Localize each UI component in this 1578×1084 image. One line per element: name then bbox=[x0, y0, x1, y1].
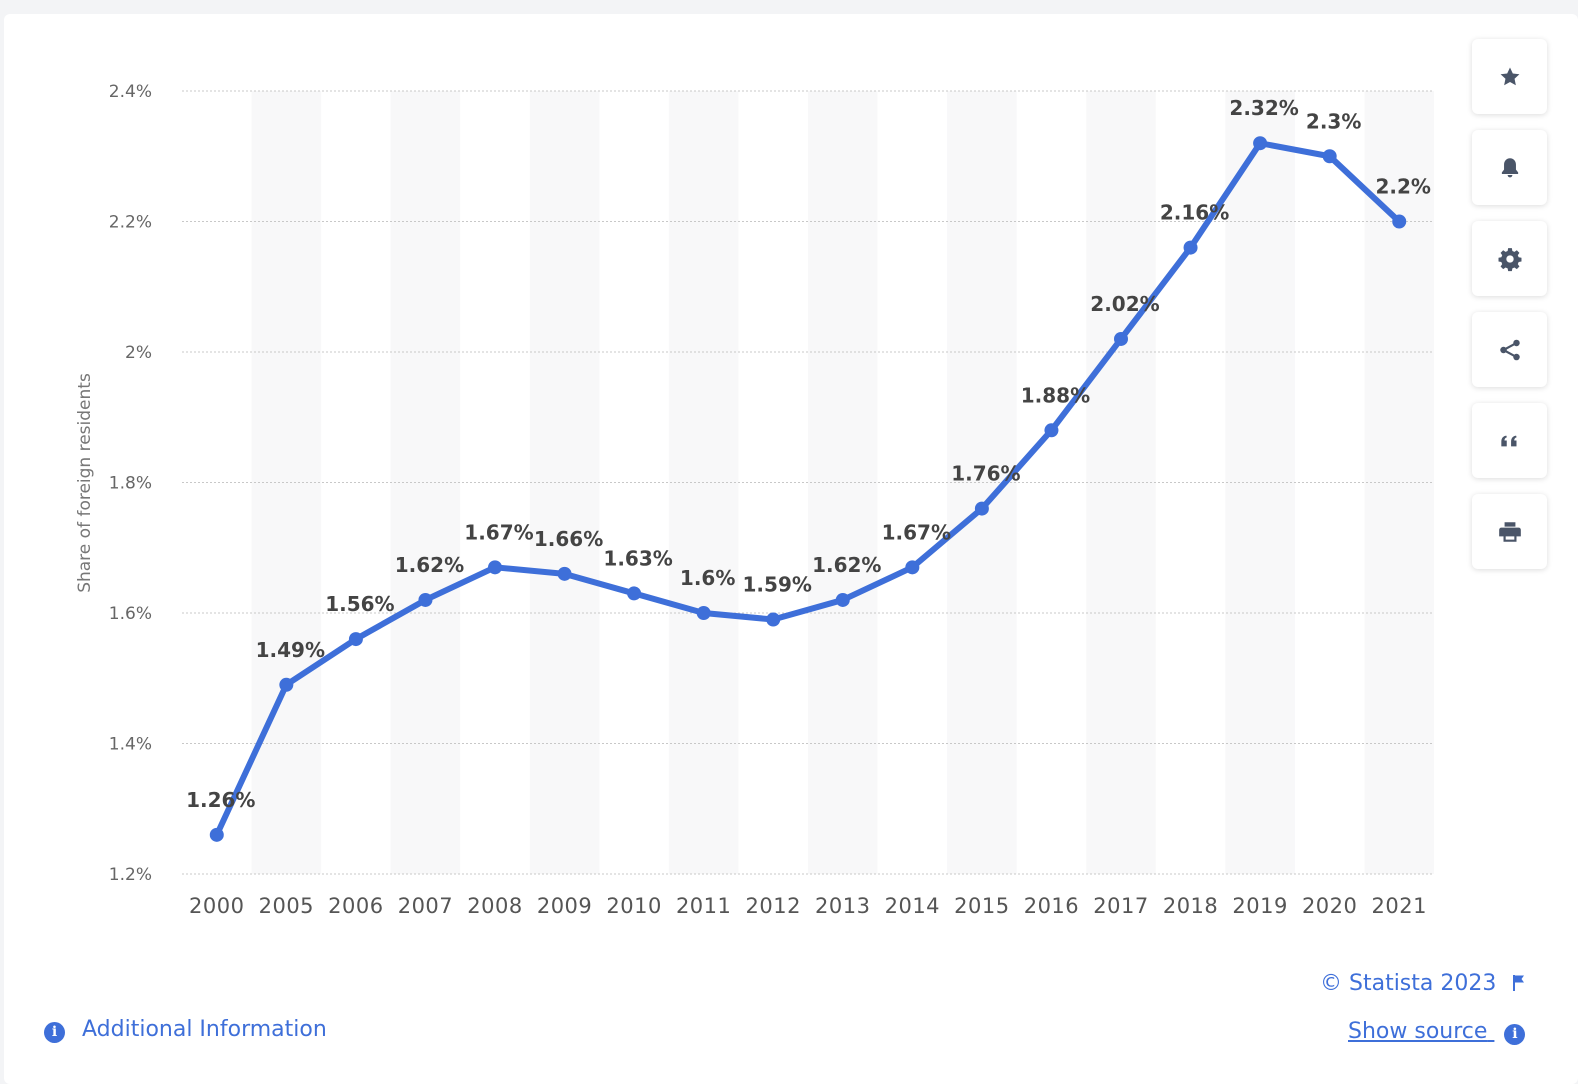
x-tick-label: 2013 bbox=[815, 894, 870, 918]
data-label: 2.3% bbox=[1306, 109, 1361, 133]
y-tick-label: 2% bbox=[125, 343, 152, 363]
chart-card: 1.2% 1.4% 1.6% 1.8% 2% 2.2% 2.4% 2000 2005 2006 2… bbox=[4, 14, 1578, 1084]
data-point[interactable] bbox=[905, 560, 920, 575]
share-button[interactable] bbox=[1472, 312, 1547, 387]
print-icon bbox=[1498, 521, 1521, 542]
data-label: 2.2% bbox=[1375, 175, 1430, 199]
data-point[interactable] bbox=[1183, 240, 1198, 255]
x-tick-label: 2006 bbox=[328, 894, 383, 918]
flag-icon bbox=[1513, 975, 1525, 991]
y-axis-label: Share of foreign residents bbox=[75, 373, 95, 593]
show-source-label: Show source bbox=[1348, 1019, 1488, 1044]
y-tick-label: 1.8% bbox=[109, 474, 152, 494]
x-tick-label: 2010 bbox=[606, 894, 661, 918]
data-label: 1.67% bbox=[882, 520, 951, 544]
data-label: 1.62% bbox=[395, 553, 464, 577]
x-tick-label: 2005 bbox=[259, 894, 314, 918]
x-tick-label: 2015 bbox=[954, 894, 1009, 918]
data-label: 2.32% bbox=[1229, 96, 1298, 120]
additional-information-label: Additional Information bbox=[82, 1017, 327, 1042]
copyright-text: © Statista 2023 bbox=[1320, 971, 1497, 996]
data-label: 1.59% bbox=[743, 573, 812, 597]
data-label: 1.63% bbox=[603, 546, 672, 570]
data-point[interactable] bbox=[1114, 331, 1128, 346]
x-tick-label: 2021 bbox=[1371, 894, 1426, 918]
x-tick-label: 2019 bbox=[1232, 894, 1287, 918]
x-tick-label: 2018 bbox=[1163, 894, 1218, 918]
series-line bbox=[213, 140, 1403, 838]
data-label: 1.76% bbox=[951, 462, 1020, 486]
quote-icon bbox=[1500, 435, 1517, 446]
settings-button[interactable] bbox=[1472, 221, 1547, 296]
copyright-link[interactable]: © Statista 2023 bbox=[1320, 971, 1527, 996]
data-point[interactable] bbox=[1392, 214, 1407, 229]
data-points bbox=[209, 136, 1407, 842]
data-label: 2.16% bbox=[1160, 201, 1229, 225]
data-point[interactable] bbox=[488, 560, 502, 575]
data-point[interactable] bbox=[279, 677, 294, 692]
show-source-link[interactable]: Show source i bbox=[1348, 1019, 1526, 1045]
y-tick-label: 1.4% bbox=[109, 735, 152, 755]
data-point[interactable] bbox=[766, 612, 781, 627]
data-point[interactable] bbox=[557, 566, 572, 581]
x-tick-label: 2014 bbox=[885, 894, 940, 918]
data-label: 1.6% bbox=[680, 566, 735, 590]
x-axis-ticks: 2000 2005 2006 2007 2008 2009 2010 2011 2012 2013… bbox=[189, 894, 1426, 918]
data-label: 1.56% bbox=[325, 592, 394, 616]
y-tick-label: 1.2% bbox=[109, 865, 152, 885]
y-tick-label: 2.2% bbox=[109, 213, 152, 233]
data-label: 1.88% bbox=[1021, 383, 1090, 407]
x-tick-label: 2020 bbox=[1302, 894, 1357, 918]
bell-icon bbox=[1501, 157, 1518, 177]
x-tick-label: 2000 bbox=[189, 894, 244, 918]
y-axis-ticks: 1.2% 1.4% 1.6% 1.8% 2% 2.2% 2.4% bbox=[109, 82, 152, 885]
additional-information-link[interactable]: i Additional Information bbox=[44, 1017, 327, 1043]
data-point[interactable] bbox=[418, 592, 433, 607]
gear-icon bbox=[1498, 247, 1521, 271]
data-label: 1.66% bbox=[534, 527, 603, 551]
star-icon bbox=[1500, 66, 1519, 85]
favorite-button[interactable] bbox=[1472, 39, 1547, 114]
x-tick-label: 2017 bbox=[1093, 894, 1148, 918]
grid-lines bbox=[182, 90, 1434, 875]
print-button[interactable] bbox=[1472, 494, 1547, 569]
data-point[interactable] bbox=[209, 827, 224, 842]
x-tick-label: 2009 bbox=[537, 894, 592, 918]
background-band bbox=[529, 91, 600, 874]
data-label: 2.02% bbox=[1090, 292, 1159, 316]
data-label: 1.26% bbox=[186, 788, 255, 812]
y-tick-label: 2.4% bbox=[109, 82, 152, 102]
y-tick-label: 1.6% bbox=[109, 604, 152, 624]
background-band bbox=[1086, 91, 1156, 874]
data-label: 1.62% bbox=[812, 553, 881, 577]
x-tick-label: 2007 bbox=[398, 894, 453, 918]
data-point[interactable] bbox=[1044, 423, 1059, 438]
info-icon: i bbox=[44, 1021, 65, 1043]
x-tick-label: 2012 bbox=[745, 894, 800, 918]
info-icon: i bbox=[1504, 1023, 1526, 1045]
data-labels: 1.26%1.49%1.56%1.62%1.67% 1.66%1.63%1.6% 1… bbox=[186, 96, 1431, 812]
x-tick-label: 2011 bbox=[676, 894, 731, 918]
x-tick-label: 2008 bbox=[467, 894, 522, 918]
data-label: 1.49% bbox=[256, 638, 325, 662]
cite-button[interactable] bbox=[1472, 403, 1547, 478]
data-point[interactable] bbox=[696, 606, 711, 620]
notification-button[interactable] bbox=[1472, 130, 1547, 205]
data-point[interactable] bbox=[1253, 136, 1268, 151]
data-point[interactable] bbox=[974, 501, 989, 516]
line-chart: 1.2%1.4%1.6%1.8%2%2.2%2.4% 2000 2005 2006 2… bbox=[75, 82, 1434, 918]
data-point[interactable] bbox=[627, 586, 642, 601]
x-tick-label: 2016 bbox=[1024, 894, 1079, 918]
share-icon bbox=[1499, 339, 1520, 360]
data-point[interactable] bbox=[348, 632, 363, 647]
data-label: 1.67% bbox=[464, 520, 533, 544]
data-point[interactable] bbox=[835, 592, 850, 607]
background-band bbox=[390, 91, 461, 874]
data-point[interactable] bbox=[1322, 149, 1337, 164]
